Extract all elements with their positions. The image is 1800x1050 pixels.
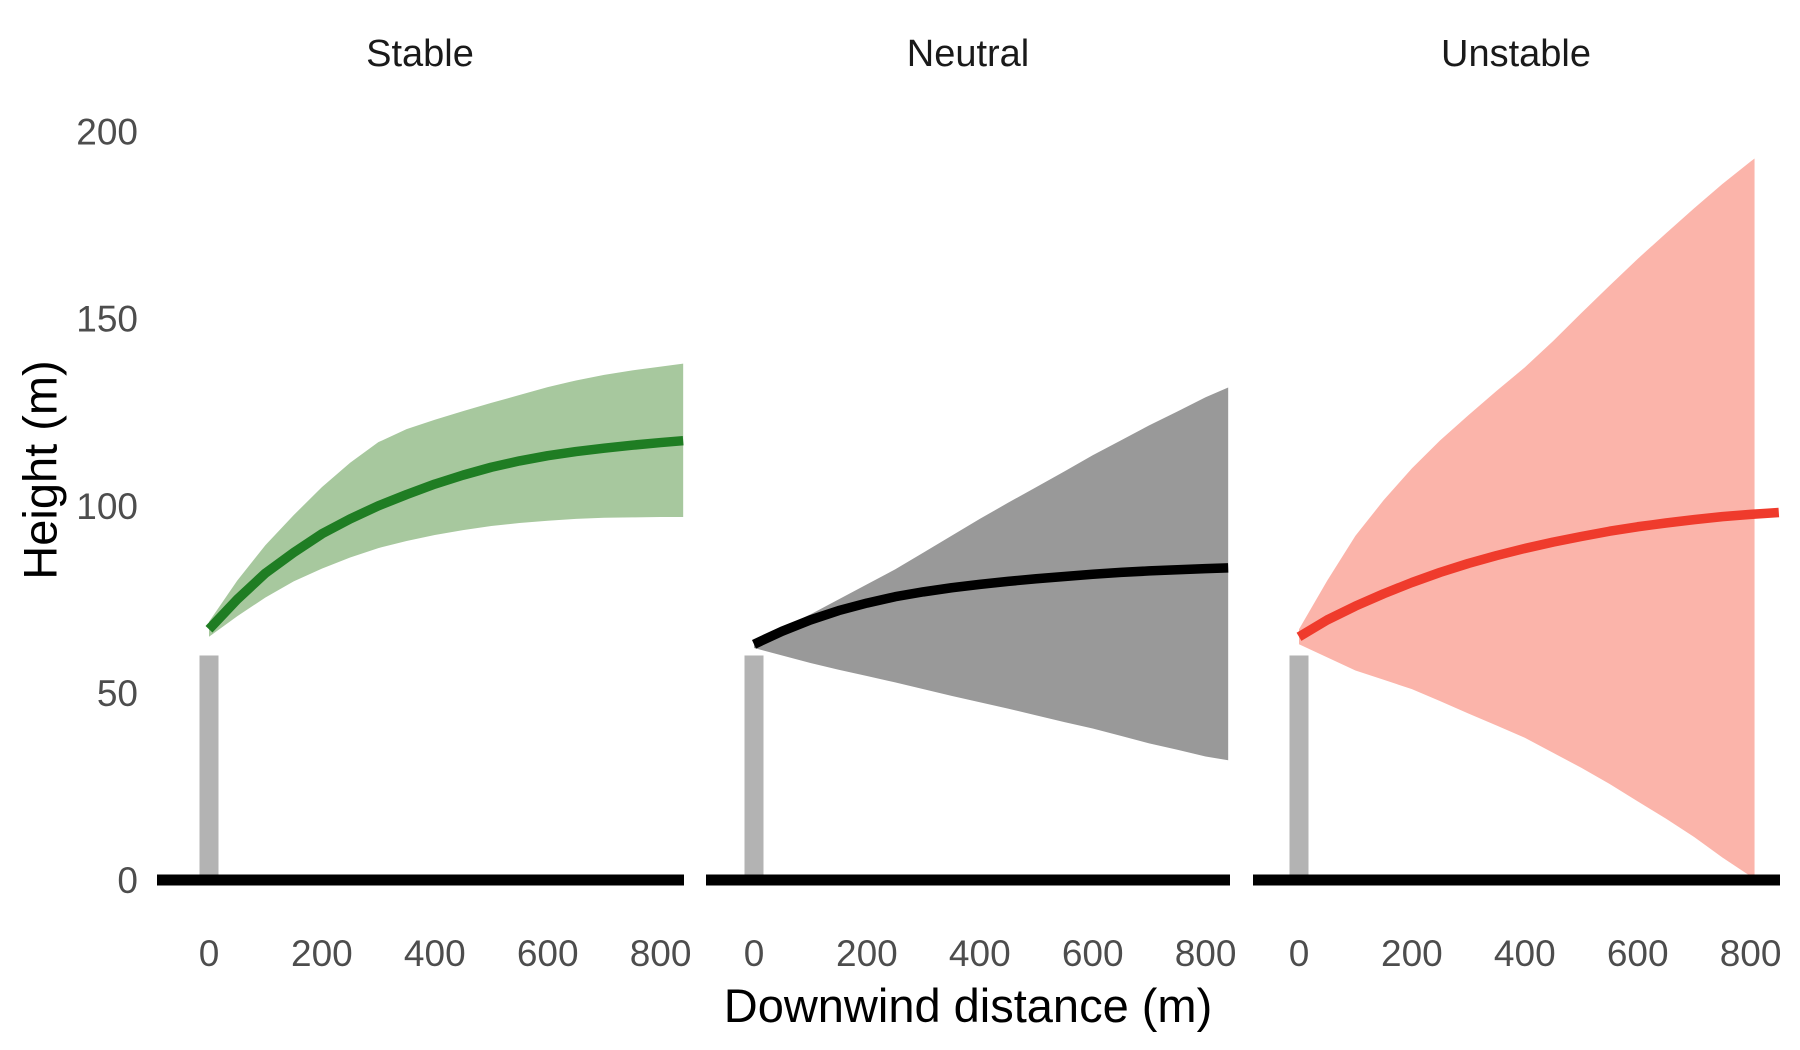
y-axis-title: Height (m) — [13, 360, 67, 580]
ribbon-neutral — [754, 387, 1229, 761]
y-tick-label: 100 — [76, 486, 138, 527]
x-tick-label: 400 — [404, 933, 466, 974]
x-tick-label: 600 — [1607, 933, 1669, 974]
x-tick-label: 600 — [517, 933, 579, 974]
x-tick-label: 0 — [199, 933, 220, 974]
x-tick-label: 400 — [949, 933, 1011, 974]
stack-bar-neutral — [744, 655, 764, 882]
x-tick-label: 800 — [630, 933, 692, 974]
centerline-unstable — [1296, 507, 1780, 641]
centerline-neutral — [752, 563, 1229, 649]
x-axis-line-unstable — [1253, 874, 1780, 886]
x-tick-label: 200 — [836, 933, 898, 974]
x-tick-label: 600 — [1062, 933, 1124, 974]
x-axis-title: Downwind distance (m) — [723, 979, 1213, 1032]
x-tick-label: 800 — [1175, 933, 1237, 974]
stack-bar-unstable — [1289, 655, 1309, 882]
x-tick-label: 200 — [291, 933, 353, 974]
y-tick-label: 0 — [117, 860, 138, 901]
y-tick-label: 200 — [76, 112, 138, 153]
x-axis-line-stable — [157, 874, 684, 886]
x-axis-line-neutral — [706, 874, 1230, 886]
y-tick-label: 150 — [76, 299, 138, 340]
facet-title-unstable: Unstable — [1441, 33, 1591, 75]
centerline-stable — [205, 435, 684, 633]
x-tick-label: 200 — [1381, 933, 1443, 974]
y-tick-label: 50 — [97, 673, 138, 714]
x-tick-label: 0 — [1289, 933, 1310, 974]
x-tick-label: 0 — [744, 933, 765, 974]
ribbon-unstable — [1299, 158, 1755, 879]
x-tick-label: 400 — [1494, 933, 1556, 974]
facet-title-stable: Stable — [366, 33, 474, 75]
x-tick-label: 800 — [1720, 933, 1782, 974]
stack-bar-stable — [199, 655, 219, 882]
ribbon-stable — [209, 363, 684, 637]
facet-title-neutral: Neutral — [906, 33, 1030, 75]
